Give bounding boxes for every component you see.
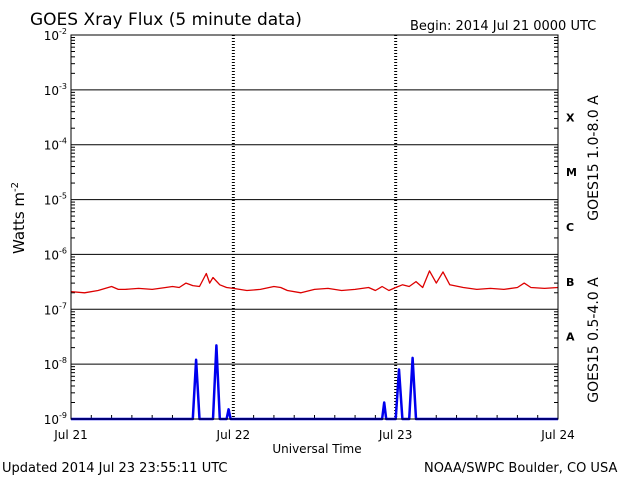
y-tick-label: 10-6 — [44, 246, 67, 262]
y-tick-label: 10-4 — [44, 137, 67, 153]
flare-class-label: A — [566, 331, 575, 344]
legend-long-channel: GOES15 1.0-8.0 A — [586, 95, 602, 221]
y-axis-label-base: Watts m — [10, 192, 28, 254]
y-tick-label: 10-7 — [44, 301, 67, 317]
x-axis-label: Universal Time — [272, 442, 361, 456]
chart-title: GOES Xray Flux (5 minute data) — [30, 10, 302, 30]
begin-timestamp: Begin: 2014 Jul 21 0000 UTC — [410, 19, 596, 34]
y-tick-label: 10-2 — [44, 27, 67, 43]
plot-area: 10-9 10-8 10-7 10-6 10-5 10-4 10-3 10-2 Jul 21 Ju… — [44, 27, 577, 442]
y-axis-label: Watts m-2 — [10, 182, 28, 254]
x-tick-label: Jul 24 — [540, 428, 575, 442]
y-axis-label-exp: -2 — [10, 182, 21, 192]
flare-class-label: B — [566, 276, 574, 289]
plot-frame — [70, 34, 559, 420]
y-tick-label: 10-8 — [44, 356, 67, 372]
y-tick-label: 10-5 — [44, 192, 67, 208]
y-tick-label: 10-9 — [44, 411, 67, 427]
flare-class-label: M — [566, 166, 577, 179]
flare-class-label: X — [566, 111, 575, 124]
x-tick-label: Jul 22 — [216, 428, 251, 442]
credit-text: NOAA/SWPC Boulder, CO USA — [424, 461, 617, 476]
flare-class-label: C — [566, 221, 574, 234]
x-tick-label: Jul 21 — [53, 428, 88, 442]
updated-timestamp: Updated 2014 Jul 23 23:55:11 UTC — [2, 461, 227, 476]
y-tick-label: 10-3 — [44, 82, 67, 98]
series-line-long — [70, 270, 559, 294]
x-tick-label: Jul 23 — [378, 428, 413, 442]
legend-short-channel: GOES15 0.5-4.0 A — [586, 277, 602, 403]
series-line-short — [71, 344, 558, 421]
